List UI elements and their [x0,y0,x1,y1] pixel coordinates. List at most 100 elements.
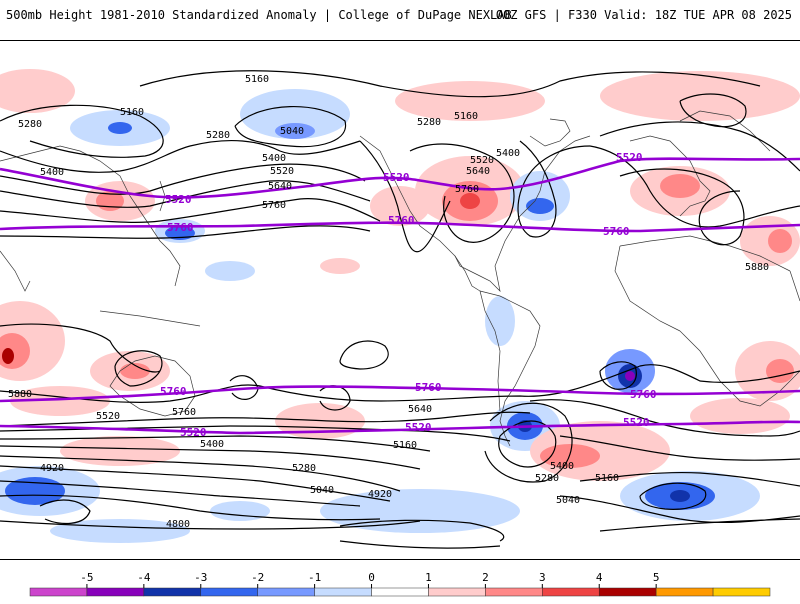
contour-line [0,225,371,239]
anomaly-negative [240,89,350,139]
coastline-africa-west [614,245,681,332]
colorbar-tick-label: 5 [653,571,660,584]
contour-label: 5520 [270,166,294,177]
colorbar-tick-label: -1 [308,571,321,584]
key-contour-label: 5760 [167,221,194,234]
key-contour-label: 5760 [415,381,442,394]
contour-label: 5640 [466,166,490,177]
contour-line [409,143,515,243]
contour-label: 5400 [496,148,520,159]
colorbar-segments [29,587,771,597]
anomaly-negative [526,198,554,214]
purple-contour-5760-north [0,221,800,233]
anomaly-negative [625,371,635,381]
contour-line [529,399,800,437]
coastline-africa-east [789,270,800,302]
purple-contour-5520-north [0,157,800,199]
contour-line [0,435,431,452]
key-contour-label: 5520 [616,151,643,164]
coastline-east-asia [139,210,181,287]
key-contour-label: 5760 [630,388,657,401]
contour-label: 5040 [556,495,580,506]
anomaly-positive [766,359,794,383]
contour-line [599,518,800,532]
colorbar-segment [485,587,543,597]
contour-label: 5160 [595,473,619,484]
anomaly-positive [395,81,545,121]
contour-label: 5760 [455,184,479,195]
contour-label: 5520 [96,411,120,422]
key-contour-label: 5760 [160,385,187,398]
colorbar-segment [200,587,258,597]
contour-label: 5280 [417,117,441,128]
anomaly-positive [690,398,790,434]
anomaly-positive [320,258,360,274]
colorbar-tick-label: 0 [368,571,375,584]
coastline-australia [109,355,196,417]
contour-line [0,480,361,507]
contour-label: 5280 [18,119,42,130]
key-contour-label: 5520 [180,426,207,439]
purple-contour-5760-south [0,385,800,403]
key-contour-label: 5760 [603,225,630,238]
anomaly-negative [510,171,570,221]
colorbar-segment [314,587,372,597]
contour-line [359,140,451,253]
contour-line [679,93,747,128]
colorbar-segment [29,587,88,597]
contour-label: 4800 [166,519,190,530]
coastline-asia [0,145,141,212]
key-contour-label: 5520 [165,193,192,206]
map-panel: 5160 5280 5160 5040 5280 5400 5520 5640 … [0,40,800,560]
contour-line [234,106,347,148]
anomaly-negative [275,123,315,139]
colorbar-segment [86,587,145,597]
header-bar: 500mb Height 1981-2010 Standardized Anom… [0,0,800,40]
coastline-europe [629,135,711,217]
colorbar-tick-label: 2 [482,571,489,584]
contour-line [0,445,421,470]
contour-label: 5280 [206,130,230,141]
anomaly-positive [600,71,800,121]
anomaly-map: 5160 5280 5160 5040 5280 5400 5520 5640 … [0,69,800,549]
coastline-india [0,250,31,292]
key-contour-label: 5760 [388,214,415,227]
contour-line [114,350,163,387]
purple-contour-5520-south [0,420,800,435]
key-contour-label: 5520 [623,416,650,429]
contour-label: 5160 [454,111,478,122]
coastline-indonesia [99,310,201,327]
contour-label: 5880 [8,389,32,400]
contour-label: 5280 [535,473,559,484]
contour-label: 5400 [262,153,286,164]
model-run-info: 00Z GFS | F330 Valid: 18Z TUE APR 08 202… [495,8,792,22]
contour-line [599,121,800,172]
colorbar-segment [257,587,315,597]
anomaly-positive [370,186,430,226]
colorbar-tick-label: -3 [194,571,207,584]
contour-line [0,520,421,530]
colorbar-segment [712,587,771,597]
coastline-central-america [454,255,481,292]
contour-label: 5160 [120,107,144,118]
contour-line [599,361,637,390]
contour-line [0,163,366,195]
contour-label: 5280 [292,463,316,474]
anomaly-shading-layer [0,69,800,543]
contour-label: 4920 [368,489,392,500]
anomaly-negative [108,122,132,134]
contour-line [517,140,591,238]
contour-line [0,198,381,223]
colorbar-tick-label: -2 [251,571,264,584]
contour-line [339,519,505,542]
key-contour-label: 5520 [383,171,410,184]
contour-label: 5640 [268,181,292,192]
anomaly-negative [485,296,515,346]
contour-label: 5760 [172,407,196,418]
colorbar-tick-label: -4 [137,571,151,584]
contour-line [339,540,501,549]
contour-line [339,340,389,370]
colorbar-ticks: -5 -4 -3 -2 -1 0 1 2 3 4 5 [80,571,659,588]
key-contour-label: 5520 [405,421,432,434]
contour-label: 5760 [262,200,286,211]
